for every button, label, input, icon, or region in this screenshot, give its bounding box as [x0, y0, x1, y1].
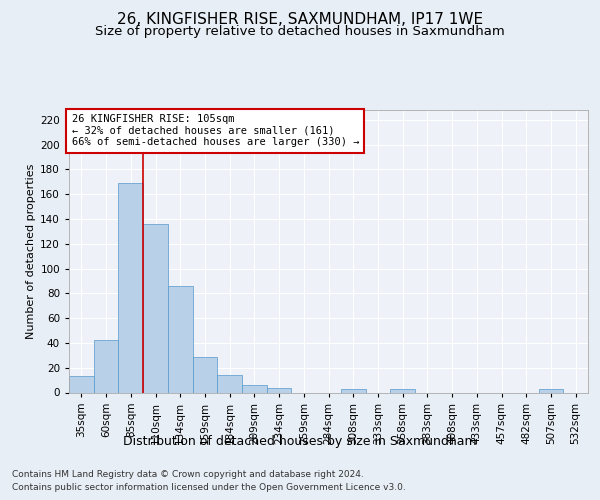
Text: 26, KINGFISHER RISE, SAXMUNDHAM, IP17 1WE: 26, KINGFISHER RISE, SAXMUNDHAM, IP17 1W… [117, 12, 483, 28]
Bar [168, 286, 193, 393]
Bar [94, 340, 118, 392]
Text: Size of property relative to detached houses in Saxmundham: Size of property relative to detached ho… [95, 25, 505, 38]
Text: Distribution of detached houses by size in Saxmundham: Distribution of detached houses by size … [123, 435, 477, 448]
Bar [193, 356, 217, 392]
Text: Contains public sector information licensed under the Open Government Licence v3: Contains public sector information licen… [12, 482, 406, 492]
Y-axis label: Number of detached properties: Number of detached properties [26, 164, 36, 339]
Bar [390, 389, 415, 392]
Text: 26 KINGFISHER RISE: 105sqm
← 32% of detached houses are smaller (161)
66% of sem: 26 KINGFISHER RISE: 105sqm ← 32% of deta… [71, 114, 359, 148]
Bar [539, 389, 563, 392]
Bar [143, 224, 168, 392]
Text: Contains HM Land Registry data © Crown copyright and database right 2024.: Contains HM Land Registry data © Crown c… [12, 470, 364, 479]
Bar [118, 183, 143, 392]
Bar [341, 389, 365, 392]
Bar [242, 385, 267, 392]
Bar [267, 388, 292, 392]
Bar [69, 376, 94, 392]
Bar [217, 375, 242, 392]
